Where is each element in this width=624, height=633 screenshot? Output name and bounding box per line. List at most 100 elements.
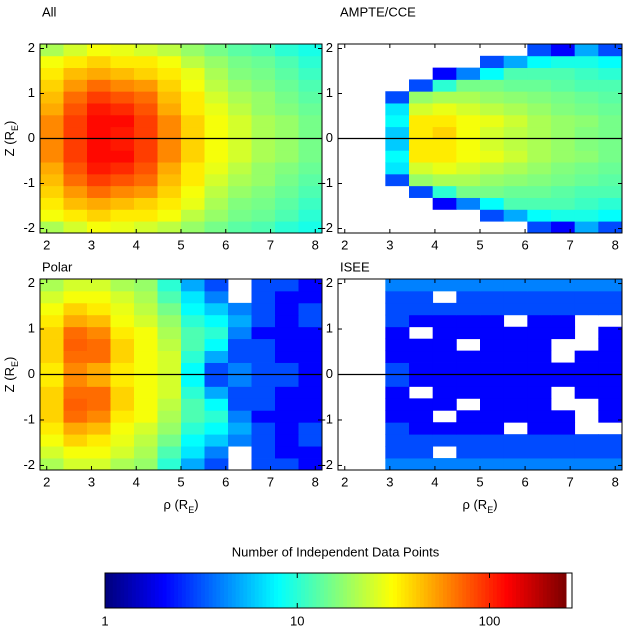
heatmap-cell	[503, 138, 528, 151]
heatmap-cell	[456, 79, 481, 92]
heatmap-cell	[134, 55, 158, 69]
heatmap-cell	[298, 103, 323, 116]
heatmap-cell	[298, 350, 323, 363]
heatmap-cell	[432, 458, 457, 471]
heatmap-cell	[87, 279, 111, 292]
heatmap-cell	[40, 290, 64, 304]
heatmap-cell	[134, 150, 158, 163]
heatmap-cell	[574, 279, 599, 292]
heatmap-cell	[503, 374, 528, 387]
heatmap-cell	[551, 138, 576, 151]
heatmap-cell	[228, 197, 252, 210]
heatmap-cell	[204, 150, 229, 163]
heatmap-cell	[385, 362, 410, 375]
heatmap-cell	[385, 458, 410, 471]
heatmap-cell	[181, 422, 205, 435]
heatmap-cell	[110, 458, 135, 471]
heatmap-cell	[598, 410, 623, 423]
heatmap-cell	[63, 314, 88, 328]
heatmap-cell	[251, 386, 276, 399]
heatmap-cell	[298, 422, 323, 435]
x-tick-label: 3	[386, 237, 393, 252]
heatmap-cell	[181, 138, 205, 151]
heatmap-cell	[503, 150, 528, 163]
heatmap-cell	[157, 350, 182, 363]
colorbar-step	[227, 573, 233, 608]
y-tick-label: 1	[28, 320, 35, 335]
colorbar-step	[519, 573, 525, 608]
heatmap-cell	[298, 150, 323, 163]
heatmap-cell	[432, 422, 457, 435]
heatmap-cell	[432, 103, 457, 116]
heatmap-cell	[63, 458, 88, 471]
heatmap-cell	[87, 79, 111, 92]
heatmap-cell	[63, 91, 88, 104]
x-axis-label-part: )	[493, 497, 497, 512]
colorbar-step	[316, 573, 321, 608]
heatmap-cell	[87, 185, 111, 198]
heatmap-cell	[40, 79, 64, 92]
heatmap-cell	[87, 114, 111, 128]
x-tick-label: 5	[177, 237, 184, 252]
heatmap-cell	[432, 326, 457, 340]
heatmap-cell	[134, 386, 158, 399]
heatmap-cell	[181, 290, 205, 304]
heatmap-cell	[251, 338, 276, 352]
heatmap-cell	[110, 114, 135, 128]
colorbar-step	[350, 573, 356, 608]
panel-title: AMPTE/CCE	[340, 4, 416, 19]
x-tick-label: 6	[521, 474, 528, 489]
heatmap-cell	[134, 103, 158, 116]
heatmap-cell	[527, 103, 552, 116]
x-tick-label: 8	[612, 237, 619, 252]
heatmap-cell	[527, 55, 552, 69]
heatmap-cell	[409, 173, 434, 187]
heatmap-cell	[110, 279, 135, 292]
heatmap-cell	[251, 314, 276, 328]
heatmap-cell	[181, 150, 205, 163]
heatmap-cell	[598, 44, 623, 57]
heatmap-cell	[385, 279, 410, 292]
heatmap-cell	[574, 114, 599, 128]
heatmap-cell	[87, 138, 111, 151]
heatmap-cell	[551, 173, 576, 187]
colorbar-step	[458, 573, 463, 608]
colorbar-step	[128, 573, 133, 608]
heatmap-cell	[63, 173, 88, 187]
heatmap-cell	[385, 173, 410, 187]
heatmap-cell	[134, 185, 158, 198]
heatmap-cell	[598, 103, 623, 116]
colorbar-step	[323, 573, 329, 608]
heatmap-cell	[204, 67, 229, 80]
y-tick-label: 0	[326, 366, 333, 381]
heatmap-cell	[157, 446, 182, 459]
heatmap-cell	[456, 314, 481, 328]
y-axis-label-part: Z (R	[2, 131, 17, 156]
heatmap-cell	[432, 138, 457, 151]
colorbar-step	[139, 573, 144, 608]
heatmap-cell	[204, 326, 229, 340]
heatmap-cell	[456, 126, 481, 139]
heatmap-cell	[87, 162, 111, 175]
heatmap-cell	[385, 326, 410, 340]
heatmap-cell	[527, 410, 552, 423]
heatmap-cell	[228, 150, 252, 163]
heatmap-cell	[87, 173, 111, 187]
heatmap-cell	[110, 374, 135, 387]
heatmap-cell	[204, 55, 229, 69]
heatmap-cell	[551, 209, 576, 222]
heatmap-cell	[298, 138, 323, 151]
y-tick-label: -2	[321, 220, 333, 235]
heatmap-cell	[110, 55, 135, 69]
heatmap-cell	[63, 55, 88, 69]
heatmap-cell	[181, 103, 205, 116]
y-tick-label: 0	[28, 130, 35, 145]
heatmap-cell	[87, 103, 111, 116]
heatmap-cell	[87, 314, 111, 328]
heatmap-cell	[409, 422, 434, 435]
heatmap-cell	[40, 162, 64, 175]
heatmap-cell	[87, 221, 111, 234]
colorbar-step	[189, 573, 194, 608]
heatmap-cell	[598, 138, 623, 151]
heatmap-cell	[503, 126, 528, 139]
